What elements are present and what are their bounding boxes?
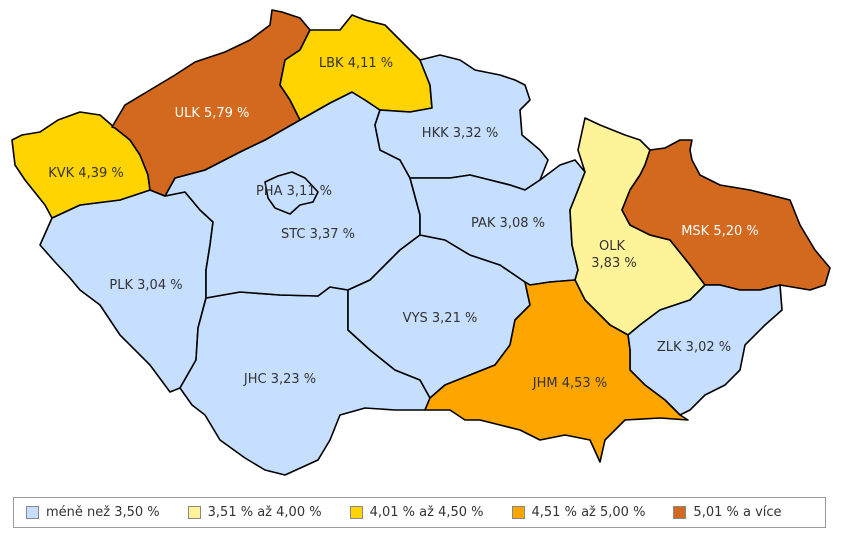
legend-item: 3,51 % až 4,00 %	[187, 505, 322, 520]
label-lbk: LBK 4,11 %	[319, 56, 393, 71]
legend-item: 4,51 % až 5,00 %	[511, 505, 646, 520]
legend-item: 4,01 % až 4,50 %	[349, 505, 484, 520]
label-pak: PAK 3,08 %	[471, 216, 545, 231]
legend-label: 4,01 % až 4,50 %	[369, 505, 484, 520]
legend-item: méně než 3,50 %	[26, 505, 160, 520]
legend-swatch	[187, 506, 201, 519]
label-kvk: KVK 4,39 %	[48, 166, 124, 181]
label-jhm: JHM 4,53 %	[532, 376, 607, 391]
region-msk[interactable]	[621, 139, 831, 291]
map-legend: méně než 3,50 % 3,51 % až 4,00 % 4,01 % …	[13, 497, 826, 528]
legend-item: 5,01 % a více	[673, 505, 782, 520]
region-pha[interactable]	[264, 171, 319, 215]
legend-swatch	[26, 506, 39, 519]
czech-regions-map: KVK 4,39 % ULK 5,79 % LBK 4,11 % HKK 3,3…	[11, 9, 831, 476]
legend-label: méně než 3,50 %	[46, 505, 160, 520]
label-plk: PLK 3,04 %	[109, 278, 182, 293]
label-ulk: ULK 5,79 %	[175, 106, 250, 121]
legend-label: 3,51 % až 4,00 %	[207, 505, 322, 520]
legend-swatch	[511, 506, 525, 519]
label-stc: STC 3,37 %	[281, 227, 355, 242]
label-pha: PHA 3,11 %	[256, 184, 332, 199]
label-msk: MSK 5,20 %	[681, 224, 759, 239]
legend-swatch	[673, 506, 687, 519]
label-jhc: JHC 3,23 %	[243, 372, 316, 387]
label-hkk: HKK 3,32 %	[422, 126, 498, 141]
label-olk-code: OLK	[599, 239, 625, 254]
legend-label: 4,51 % až 5,00 %	[531, 505, 646, 520]
region-jhm[interactable]	[424, 279, 689, 463]
label-vys: VYS 3,21 %	[403, 311, 478, 326]
label-olk-value: 3,83 %	[591, 256, 636, 271]
legend-label: 5,01 % a více	[693, 505, 782, 520]
label-zlk: ZLK 3,02 %	[657, 340, 731, 355]
legend-swatch	[349, 506, 363, 519]
